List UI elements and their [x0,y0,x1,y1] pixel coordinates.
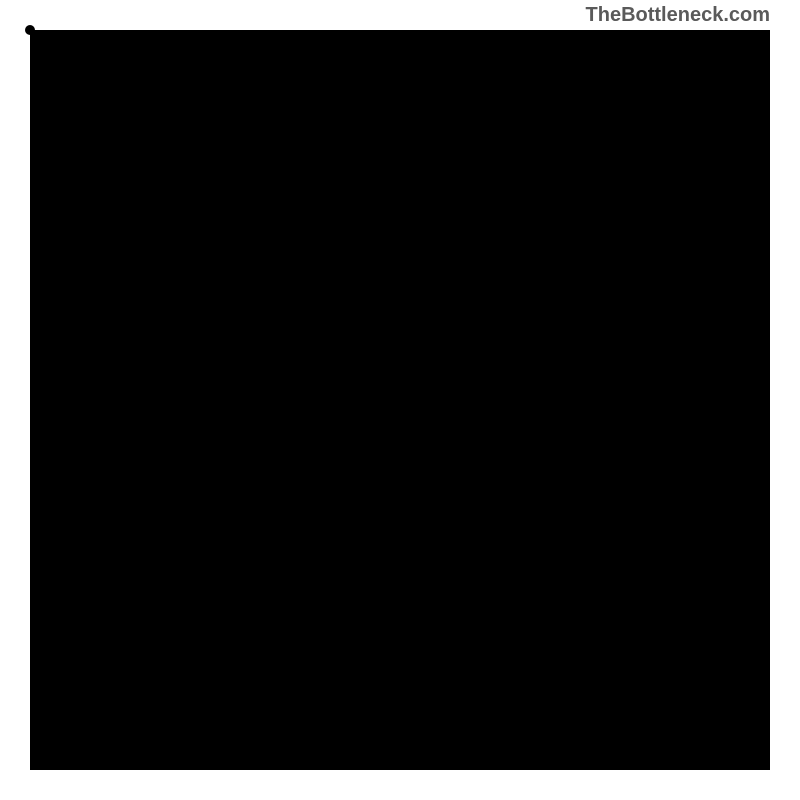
bottleneck-heatmap [60,60,740,740]
plot-frame [30,30,770,770]
attribution-label: TheBottleneck.com [586,4,770,27]
marker-dot [25,25,35,35]
